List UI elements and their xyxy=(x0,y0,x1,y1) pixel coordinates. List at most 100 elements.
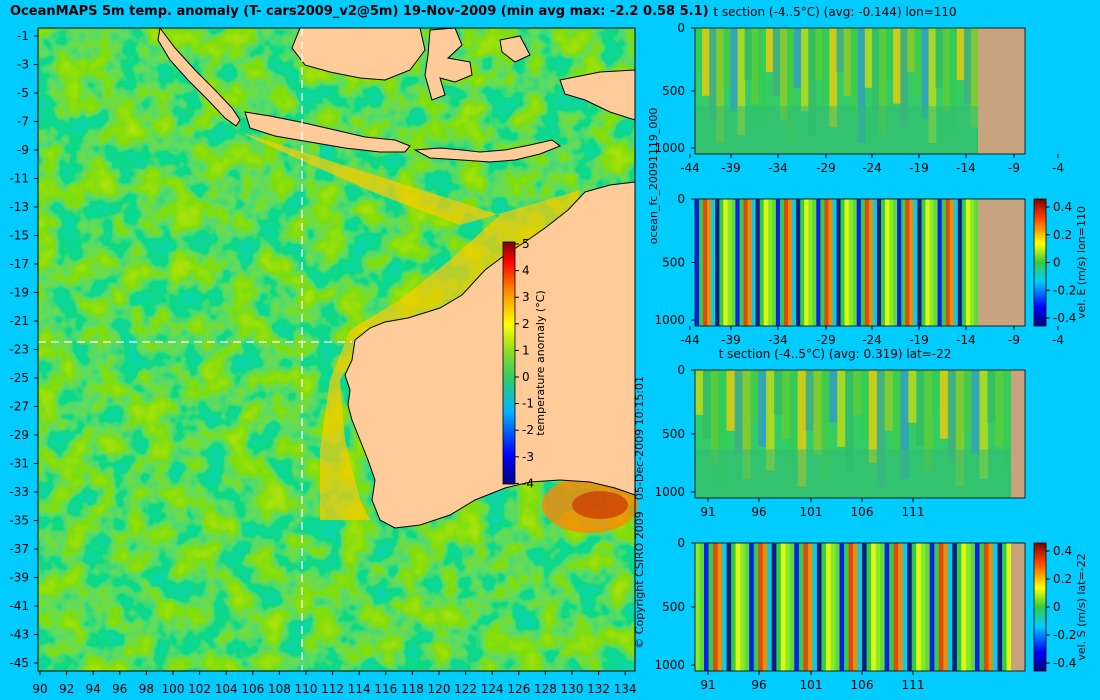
section-stripe xyxy=(900,370,909,479)
section-stripe xyxy=(771,543,777,671)
map-x-ticks: 90 92 94 96 98 100 102 104 106 108 110 112 114 116 118… xyxy=(32,671,637,696)
section-deep-layer xyxy=(695,106,978,154)
section-stripe xyxy=(711,199,716,326)
section-stripe xyxy=(828,199,833,326)
section-y-tick-label: 1000 xyxy=(654,313,685,327)
section-stripe xyxy=(781,370,791,439)
map-y-tick-label: -37 xyxy=(9,542,29,556)
map-colorbar-tick-label: -2 xyxy=(522,423,534,437)
section-stripe xyxy=(805,370,815,431)
section-panels: t section (-4..5°C) (avg: -0.144) lon=11… xyxy=(654,5,1088,692)
section-stripe xyxy=(955,370,965,487)
map-y-tick-label: -39 xyxy=(9,571,29,585)
section-stripe xyxy=(801,28,809,112)
section-stripe xyxy=(716,28,724,143)
section-x-tick-label: 106 xyxy=(851,678,874,692)
map-colorbar-label: temperature anomaly (°C) xyxy=(534,290,547,435)
section-stripe xyxy=(921,199,926,326)
section-stripe xyxy=(765,28,774,73)
section-stripe xyxy=(796,199,801,326)
map-y-tick-label: -25 xyxy=(9,371,29,385)
section-stripe xyxy=(744,543,750,671)
section-stripe xyxy=(971,370,980,455)
map-y-tick-label: -1 xyxy=(17,29,29,43)
section-stripe xyxy=(785,543,791,671)
section-x-tick-label: -24 xyxy=(862,333,882,347)
section-y-tick-label: 500 xyxy=(662,427,685,441)
section-stripe xyxy=(753,543,759,671)
map-y-tick-label: -9 xyxy=(17,143,29,157)
map-colorbar-tick-label: 3 xyxy=(522,290,530,304)
section-y-tick-label: 1000 xyxy=(654,485,685,499)
map-x-tick-label: 108 xyxy=(268,682,291,696)
section-stripe xyxy=(758,543,764,671)
section-stripe xyxy=(829,370,838,423)
section-stripe xyxy=(880,543,886,671)
section-stripe xyxy=(695,543,701,671)
section-stripe xyxy=(731,543,737,671)
map-x-tick-label: 110 xyxy=(295,682,318,696)
section-stripe xyxy=(956,543,962,671)
section-land xyxy=(1011,543,1025,671)
section-stripe xyxy=(804,199,809,326)
section-x-tick-label: -24 xyxy=(862,161,882,175)
section-stripe xyxy=(775,199,781,326)
section-stripe xyxy=(779,199,785,326)
section-stripe xyxy=(911,543,917,671)
land-new-guinea xyxy=(559,69,636,121)
section-y-tick-label: 500 xyxy=(662,600,685,614)
section-stripe xyxy=(800,199,805,326)
land-sulawesi xyxy=(424,27,473,101)
section-stripe xyxy=(767,543,773,671)
section-stripe xyxy=(925,199,930,326)
section-stripe xyxy=(731,199,736,326)
section-stripe xyxy=(767,199,773,326)
section-x-tick-label: 96 xyxy=(751,678,766,692)
section-stripe xyxy=(822,28,831,104)
map-x-tick-label: 118 xyxy=(401,682,424,696)
section-stripe xyxy=(824,199,829,326)
land-java xyxy=(244,111,411,153)
section-panel-3: t section (-4..5°C) (avg: 0.319) lat=-22… xyxy=(654,347,1026,519)
section-stripe xyxy=(860,199,866,326)
section-stripe xyxy=(747,199,753,326)
section-stripe xyxy=(902,543,908,671)
section-stripe xyxy=(965,199,971,326)
section-stripe xyxy=(952,543,958,671)
section-stripe xyxy=(953,199,959,326)
map-y-tick-label: -33 xyxy=(9,485,29,499)
section-x-tick-label: -39 xyxy=(721,333,741,347)
section-stripe xyxy=(853,543,859,671)
section-stripe xyxy=(755,199,761,326)
section-stripe xyxy=(726,370,736,431)
section-stripe xyxy=(703,199,708,326)
section-stripe xyxy=(913,199,918,326)
section-x-tick-label: 111 xyxy=(902,505,925,519)
section-x-tick-label: -19 xyxy=(909,161,929,175)
section-stripe xyxy=(759,199,765,326)
section-stripe xyxy=(857,543,863,671)
map-colorbar-tick-label: 0 xyxy=(522,370,530,384)
section-stripe xyxy=(924,370,933,471)
section-stripe xyxy=(935,28,944,88)
map-x-tick-label: 134 xyxy=(614,682,637,696)
map-x-tick-label: 94 xyxy=(86,682,101,696)
section-stripe xyxy=(929,199,935,326)
section-stripe xyxy=(749,543,755,671)
section-stripe xyxy=(762,543,768,671)
section-stripe xyxy=(787,28,795,143)
section-stripe xyxy=(852,199,858,326)
section-stripe xyxy=(995,370,1004,447)
section-stripe xyxy=(788,199,793,326)
section-x-tick-label: 101 xyxy=(800,505,823,519)
section-stripe xyxy=(740,543,746,671)
section-stripe xyxy=(708,543,714,671)
section-title: t section (-4..5°C) (avg: 0.319) lat=-22 xyxy=(719,347,952,361)
section-land xyxy=(978,199,1025,326)
section-y-tick-label: 1000 xyxy=(654,658,685,672)
map-colorbar-tick-label: -4 xyxy=(522,476,534,490)
map-x-tick-label: 120 xyxy=(428,682,451,696)
section-stripe xyxy=(695,28,703,73)
section-stripe xyxy=(812,199,817,326)
section-stripe xyxy=(699,199,704,326)
